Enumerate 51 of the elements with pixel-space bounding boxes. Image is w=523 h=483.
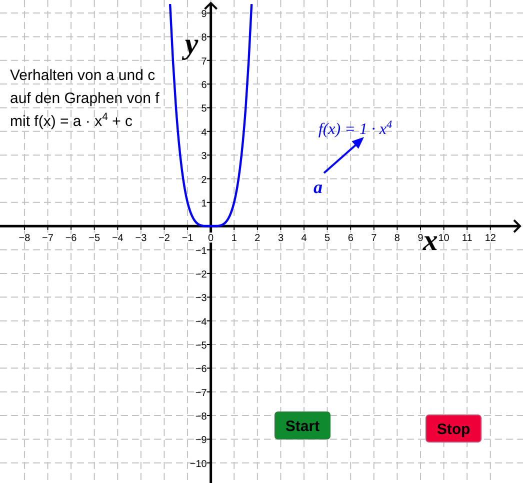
annotation: auf den Graphen von f <box>10 90 160 107</box>
x-tick-label: −4 <box>112 233 124 244</box>
x-tick-label: 11 <box>462 233 473 244</box>
x-tick-label: 2 <box>254 233 261 244</box>
x-tick-label: −1 <box>182 233 194 244</box>
line-series <box>168 2 253 228</box>
annotation: a <box>313 176 322 197</box>
x-tick-label: 7 <box>371 233 378 244</box>
x-tick-label: 6 <box>348 233 354 244</box>
annotation: Start <box>285 418 320 435</box>
y-tick-label: −2 <box>195 269 208 280</box>
x-axis-title: x <box>422 224 438 258</box>
y-tick-label: −6 <box>195 364 208 376</box>
annotation: mit f(x) = a · x$^{4}$ + c <box>10 111 134 130</box>
x-tick-label: 12 <box>484 233 496 244</box>
x-tick-label: 4 <box>301 233 308 244</box>
y-tick-label: −9 <box>195 435 208 446</box>
y-tick-label: 8 <box>201 32 208 44</box>
x-tick-label: 3 <box>278 233 284 244</box>
x-tick-label: 5 <box>324 233 331 244</box>
y-tick-label: −8 <box>195 412 208 423</box>
y-tick-label: 5 <box>201 104 208 115</box>
x-tick-label: 9 <box>418 233 424 244</box>
start-button: Start <box>274 412 330 440</box>
x-tick-label: −5 <box>88 233 100 244</box>
y-tick-label: 1 <box>201 198 208 210</box>
x-tick-label: −7 <box>42 233 54 244</box>
y-tick-label: −3 <box>195 293 208 304</box>
y-tick-label: 6 <box>201 80 208 92</box>
x-tick-label: −8 <box>18 233 31 244</box>
x-tick-label: −3 <box>135 233 148 244</box>
y-tick-label: 7 <box>201 56 208 68</box>
x-tick-label: 8 <box>394 233 400 244</box>
y-tick-label: 4 <box>201 127 208 138</box>
y-tick-label: 3 <box>201 151 208 162</box>
y-tick-label: 9 <box>201 9 208 20</box>
y-tick-label: 2 <box>201 174 208 186</box>
x-tick-label: 1 <box>231 233 238 244</box>
y-tick-label: −5 <box>195 340 208 352</box>
y-axis-title: y <box>182 27 199 60</box>
x-tick-label: −6 <box>65 233 78 244</box>
y-tick-label: −1 <box>195 246 208 257</box>
x-tick-label: 10 <box>438 233 450 244</box>
stop-button: Stop <box>426 414 482 442</box>
x-tick-label: −2 <box>158 233 170 244</box>
annotation: Stop <box>436 421 470 438</box>
y-tick-label: −4 <box>195 316 208 328</box>
y-tick-label: −7 <box>195 388 208 399</box>
annotation: Verhalten von a und c <box>10 67 156 84</box>
annotation: f(x) = 1 · x$^{4}$ <box>318 118 393 138</box>
y-tick-label: −10 <box>190 458 208 470</box>
